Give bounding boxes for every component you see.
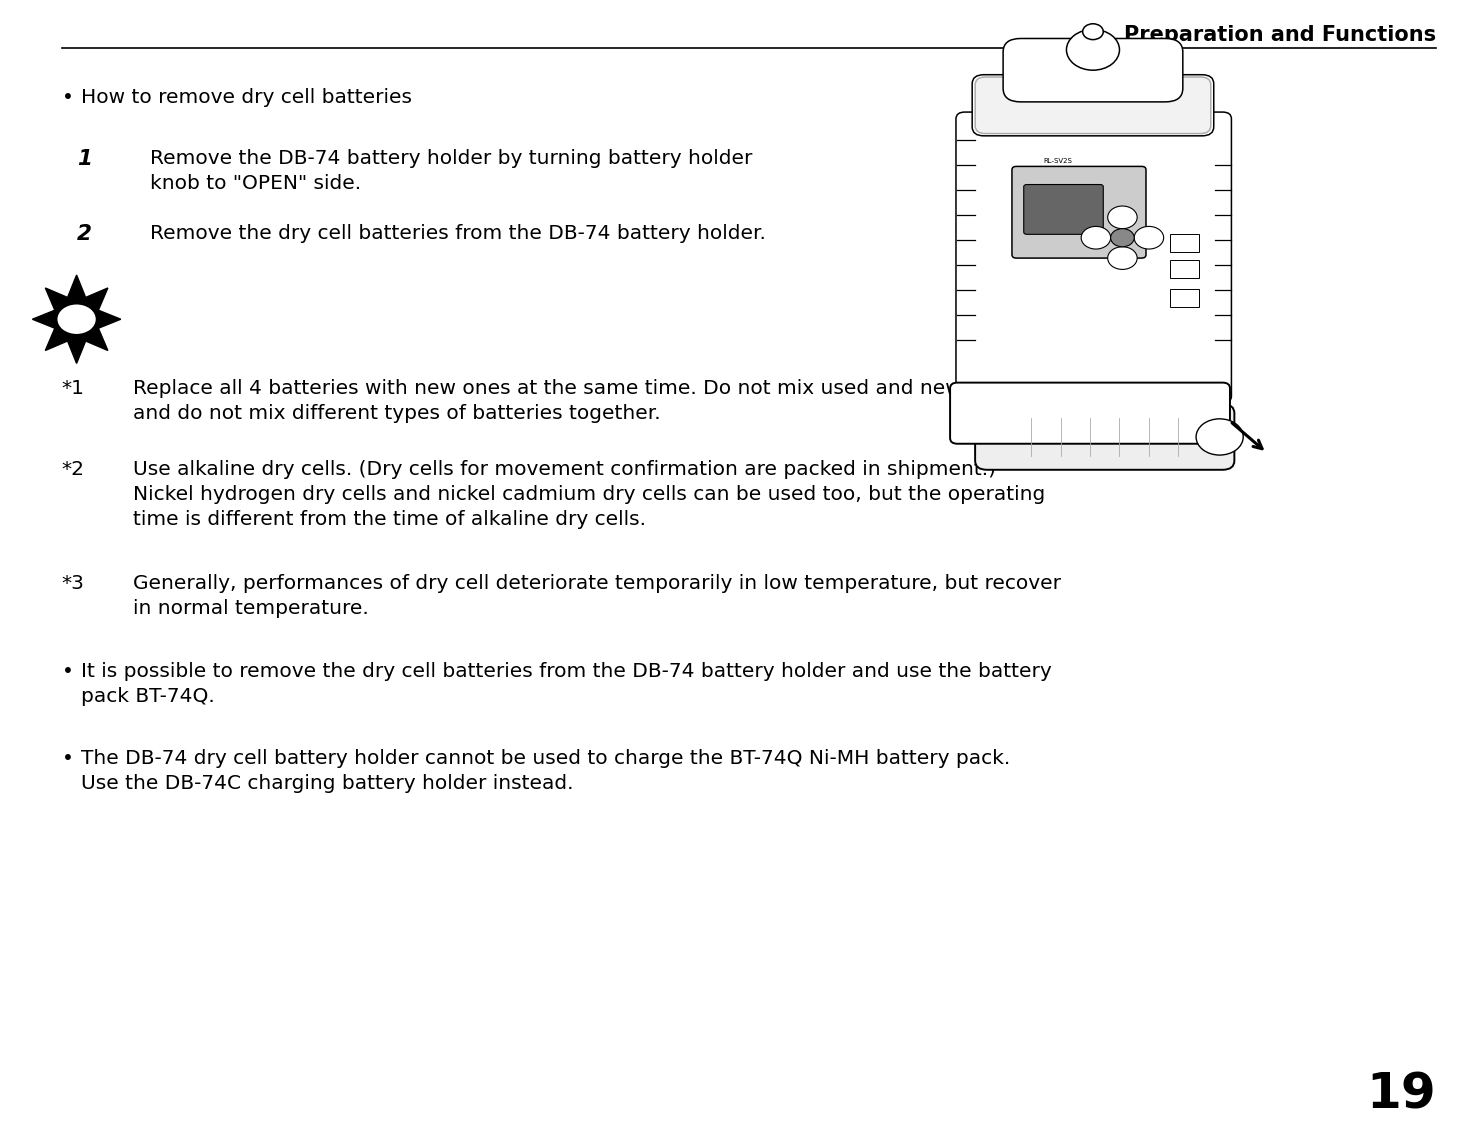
FancyBboxPatch shape [1003, 38, 1183, 102]
Text: •: • [62, 88, 74, 108]
FancyBboxPatch shape [956, 112, 1231, 403]
Text: •: • [62, 749, 74, 769]
FancyBboxPatch shape [1170, 289, 1199, 307]
FancyBboxPatch shape [1170, 260, 1199, 278]
FancyBboxPatch shape [1012, 166, 1146, 258]
Circle shape [1108, 206, 1137, 229]
Text: *3: *3 [62, 574, 85, 593]
Text: 5.  Preparation and Functions: 5. Preparation and Functions [1087, 25, 1436, 45]
Circle shape [1066, 29, 1119, 70]
Circle shape [1196, 419, 1243, 455]
Circle shape [1108, 247, 1137, 269]
Circle shape [1134, 226, 1164, 249]
Text: 2: 2 [77, 224, 91, 245]
Text: Remove the dry cell batteries from the DB-74 battery holder.: Remove the dry cell batteries from the D… [150, 224, 766, 243]
Text: How to remove dry cell batteries: How to remove dry cell batteries [81, 88, 412, 108]
Text: •: • [62, 662, 74, 681]
Text: It is possible to remove the dry cell batteries from the DB-74 battery holder an: It is possible to remove the dry cell ba… [81, 662, 1052, 706]
Circle shape [1081, 226, 1111, 249]
FancyBboxPatch shape [975, 404, 1234, 470]
Circle shape [57, 305, 96, 334]
Text: Use alkaline dry cells. (Dry cells for movement confirmation are packed in shipm: Use alkaline dry cells. (Dry cells for m… [133, 460, 1044, 529]
Text: Replace all 4 batteries with new ones at the same time. Do not mix used and new : Replace all 4 batteries with new ones at… [133, 379, 1065, 423]
Text: *1: *1 [62, 379, 85, 398]
Text: 1: 1 [77, 149, 91, 170]
Text: *2: *2 [62, 460, 85, 479]
Text: RL-SV2S: RL-SV2S [1043, 157, 1072, 164]
FancyBboxPatch shape [972, 75, 1214, 136]
Circle shape [1083, 24, 1103, 40]
FancyBboxPatch shape [975, 77, 1211, 134]
Text: The DB-74 dry cell battery holder cannot be used to charge the BT-74Q Ni-MH batt: The DB-74 dry cell battery holder cannot… [81, 749, 1010, 794]
FancyBboxPatch shape [1024, 185, 1103, 234]
Circle shape [1111, 229, 1134, 247]
Text: Remove the DB-74 battery holder by turning battery holder
knob to "OPEN" side.: Remove the DB-74 battery holder by turni… [150, 149, 753, 194]
Polygon shape [32, 275, 121, 363]
FancyBboxPatch shape [950, 383, 1230, 444]
FancyBboxPatch shape [1170, 234, 1199, 252]
Text: 19: 19 [1367, 1071, 1436, 1118]
Text: Generally, performances of dry cell deteriorate temporarily in low temperature, : Generally, performances of dry cell dete… [133, 574, 1061, 618]
